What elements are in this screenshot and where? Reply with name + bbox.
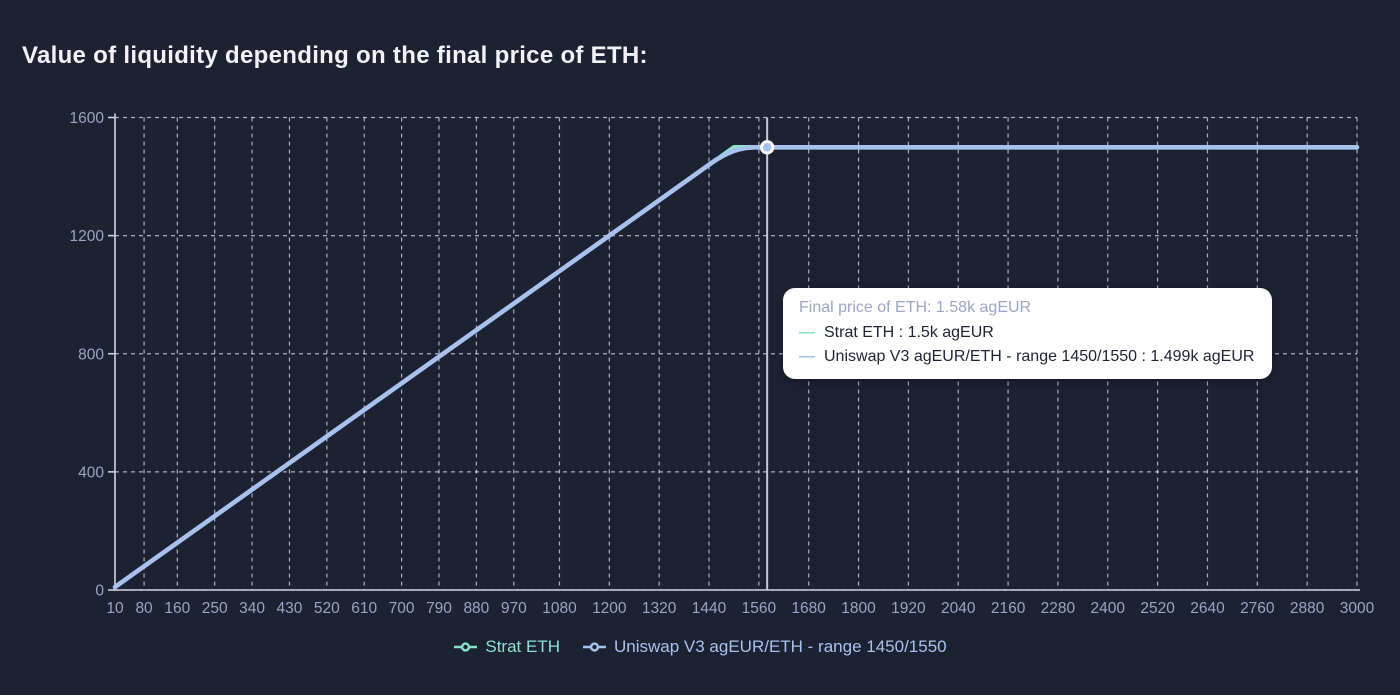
uniswap-dash-icon: — bbox=[799, 348, 815, 365]
svg-text:1200: 1200 bbox=[592, 600, 627, 617]
tooltip-item-label: Uniswap V3 agEUR/ETH - range 1450/1550 :… bbox=[824, 348, 1255, 365]
svg-text:1600: 1600 bbox=[70, 110, 105, 127]
svg-text:2040: 2040 bbox=[941, 600, 976, 617]
chart-tooltip: Final price of ETH: 1.58k agEUR — Strat E… bbox=[783, 288, 1273, 379]
tooltip-item-strat-eth: — Strat ETH : 1.5k agEUR bbox=[799, 324, 1254, 342]
legend-label: Uniswap V3 agEUR/ETH - range 1450/1550 bbox=[613, 637, 947, 656]
svg-text:250: 250 bbox=[202, 600, 228, 617]
svg-text:2880: 2880 bbox=[1290, 600, 1325, 617]
svg-text:80: 80 bbox=[135, 600, 153, 617]
svg-text:430: 430 bbox=[277, 600, 303, 617]
svg-text:610: 610 bbox=[351, 600, 377, 617]
svg-text:400: 400 bbox=[78, 464, 104, 481]
svg-text:2760: 2760 bbox=[1240, 600, 1275, 617]
svg-text:1680: 1680 bbox=[791, 600, 826, 617]
svg-text:1560: 1560 bbox=[742, 600, 777, 617]
svg-text:0: 0 bbox=[95, 583, 104, 600]
svg-text:2640: 2640 bbox=[1190, 600, 1225, 617]
svg-text:700: 700 bbox=[389, 600, 415, 617]
tooltip-header: Final price of ETH: 1.58k agEUR bbox=[799, 299, 1032, 316]
page-title: Value of liquidity depending on the fina… bbox=[22, 42, 648, 69]
svg-text:1200: 1200 bbox=[70, 228, 105, 245]
svg-text:880: 880 bbox=[463, 600, 489, 617]
svg-text:10: 10 bbox=[106, 600, 124, 617]
svg-text:800: 800 bbox=[78, 346, 104, 363]
svg-text:1800: 1800 bbox=[841, 600, 876, 617]
svg-text:2400: 2400 bbox=[1091, 600, 1126, 617]
line-marker-icon bbox=[582, 642, 606, 652]
svg-text:520: 520 bbox=[314, 600, 340, 617]
line-marker-icon bbox=[454, 642, 478, 652]
svg-text:1440: 1440 bbox=[692, 600, 727, 617]
svg-text:3000: 3000 bbox=[1340, 600, 1375, 617]
svg-text:160: 160 bbox=[164, 600, 190, 617]
tooltip-item-label: Strat ETH : 1.5k agEUR bbox=[824, 324, 994, 341]
legend-label: Strat ETH bbox=[485, 637, 560, 656]
svg-text:1320: 1320 bbox=[642, 600, 677, 617]
svg-text:2520: 2520 bbox=[1140, 600, 1175, 617]
svg-text:790: 790 bbox=[426, 600, 452, 617]
legend-item-uniswap[interactable]: Uniswap V3 agEUR/ETH - range 1450/1550 bbox=[582, 637, 947, 657]
legend-item-strat-eth[interactable]: Strat ETH bbox=[453, 637, 560, 657]
chart-legend: Strat ETH Uniswap V3 agEUR/ETH - range 1… bbox=[0, 637, 1400, 657]
svg-text:2160: 2160 bbox=[991, 600, 1026, 617]
svg-text:970: 970 bbox=[501, 600, 527, 617]
strat-eth-dash-icon: — bbox=[799, 324, 815, 341]
tooltip-item-uniswap: — Uniswap V3 agEUR/ETH - range 1450/1550 … bbox=[799, 348, 1254, 366]
svg-text:1080: 1080 bbox=[542, 600, 577, 617]
svg-text:1920: 1920 bbox=[891, 600, 926, 617]
svg-text:340: 340 bbox=[239, 600, 265, 617]
svg-text:2280: 2280 bbox=[1041, 600, 1076, 617]
